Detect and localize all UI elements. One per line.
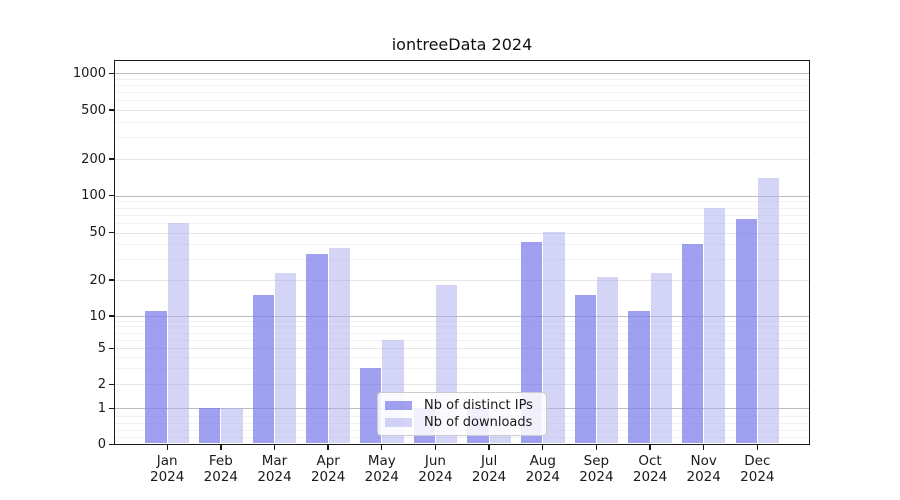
y-tick-mark bbox=[108, 315, 114, 317]
x-tick-label: Nov 2024 bbox=[686, 452, 721, 486]
gridline-major bbox=[115, 73, 809, 75]
y-tick-label: 20 bbox=[89, 272, 106, 288]
bar-aug-downloads bbox=[543, 231, 565, 444]
x-tick-label: May 2024 bbox=[364, 452, 399, 486]
y-tick-mark bbox=[108, 195, 114, 197]
y-tick-mark bbox=[108, 109, 114, 111]
gridline-minor bbox=[115, 201, 809, 203]
gridline-minor bbox=[115, 121, 809, 123]
bar-jan-distinct-ips bbox=[145, 311, 167, 444]
bar-apr-downloads bbox=[328, 248, 350, 444]
bar-feb-downloads bbox=[221, 408, 243, 444]
bar-may-distinct-ips bbox=[360, 368, 382, 444]
legend-swatch-downloads bbox=[385, 418, 412, 427]
bar-dec-downloads bbox=[757, 177, 780, 444]
y-tick-label: 500 bbox=[81, 102, 106, 118]
bar-nov-downloads bbox=[704, 207, 726, 444]
bar-apr-distinct-ips bbox=[306, 254, 328, 444]
legend-swatch-distinct-ips bbox=[385, 401, 412, 410]
y-tick-mark bbox=[108, 443, 114, 445]
gridline-major bbox=[115, 195, 809, 197]
legend: Nb of distinct IPs Nb of downloads bbox=[377, 392, 547, 436]
legend-label: Nb of distinct IPs bbox=[424, 398, 533, 413]
x-tick-mark bbox=[649, 444, 651, 450]
y-tick-mark bbox=[108, 383, 114, 385]
x-tick-mark bbox=[327, 444, 329, 450]
gridline-minor bbox=[115, 78, 809, 80]
y-tick-mark bbox=[108, 347, 114, 349]
y-tick-mark bbox=[108, 232, 114, 234]
bar-feb-distinct-ips bbox=[199, 408, 221, 444]
x-tick-label: Jan 2024 bbox=[150, 452, 185, 486]
y-tick-mark bbox=[108, 407, 114, 409]
bar-nov-distinct-ips bbox=[681, 244, 704, 444]
x-tick-mark bbox=[756, 444, 759, 450]
gridline bbox=[115, 110, 809, 111]
x-tick-label: Jul 2024 bbox=[471, 452, 507, 486]
bar-mar-distinct-ips bbox=[252, 294, 274, 444]
chart-title: iontreeData 2024 bbox=[391, 35, 533, 54]
x-tick-label: Dec 2024 bbox=[740, 452, 775, 486]
x-tick-mark bbox=[220, 444, 222, 450]
y-tick-mark bbox=[108, 72, 114, 74]
gridline-minor bbox=[115, 137, 809, 139]
x-tick-label: Sep 2024 bbox=[579, 452, 614, 486]
y-tick-label: 200 bbox=[81, 151, 106, 167]
x-tick-label: Apr 2024 bbox=[310, 452, 346, 486]
bar-mar-downloads bbox=[275, 272, 297, 444]
bar-sep-downloads bbox=[596, 277, 619, 444]
x-tick-mark bbox=[166, 444, 168, 450]
y-tick-mark bbox=[108, 158, 114, 160]
x-tick-mark bbox=[595, 444, 598, 450]
y-tick-label: 0 bbox=[97, 436, 106, 452]
legend-item: Nb of distinct IPs bbox=[385, 398, 536, 413]
y-tick-mark bbox=[108, 279, 114, 281]
bar-sep-distinct-ips bbox=[574, 294, 596, 444]
x-tick-mark bbox=[703, 444, 705, 450]
legend-label: Nb of downloads bbox=[424, 415, 533, 430]
gridline-minor bbox=[115, 100, 809, 102]
gridline-minor bbox=[115, 85, 809, 87]
x-tick-label: Feb 2024 bbox=[203, 452, 239, 486]
bar-oct-downloads bbox=[650, 272, 672, 444]
x-tick-mark bbox=[381, 444, 383, 450]
y-tick-label: 2 bbox=[97, 376, 106, 392]
bar-oct-distinct-ips bbox=[628, 311, 650, 444]
y-tick-label: 10 bbox=[89, 308, 106, 324]
gridline-minor bbox=[115, 92, 809, 94]
y-tick-label: 100 bbox=[81, 188, 106, 204]
x-tick-mark bbox=[273, 444, 276, 450]
x-tick-mark bbox=[488, 444, 490, 450]
y-tick-label: 5 bbox=[97, 340, 106, 356]
x-tick-mark bbox=[542, 444, 544, 450]
bar-jan-downloads bbox=[167, 222, 189, 444]
legend-item: Nb of downloads bbox=[385, 415, 536, 430]
gridline bbox=[115, 159, 809, 160]
y-tick-label: 1000 bbox=[72, 65, 106, 81]
bar-dec-distinct-ips bbox=[735, 218, 757, 444]
x-tick-mark bbox=[434, 444, 437, 450]
y-tick-label: 1 bbox=[97, 400, 106, 416]
x-tick-label: Aug 2024 bbox=[525, 452, 560, 486]
x-tick-label: Mar 2024 bbox=[257, 452, 292, 486]
x-tick-label: Oct 2024 bbox=[632, 452, 668, 486]
x-tick-label: Jun 2024 bbox=[418, 452, 453, 486]
y-tick-label: 50 bbox=[89, 225, 106, 241]
